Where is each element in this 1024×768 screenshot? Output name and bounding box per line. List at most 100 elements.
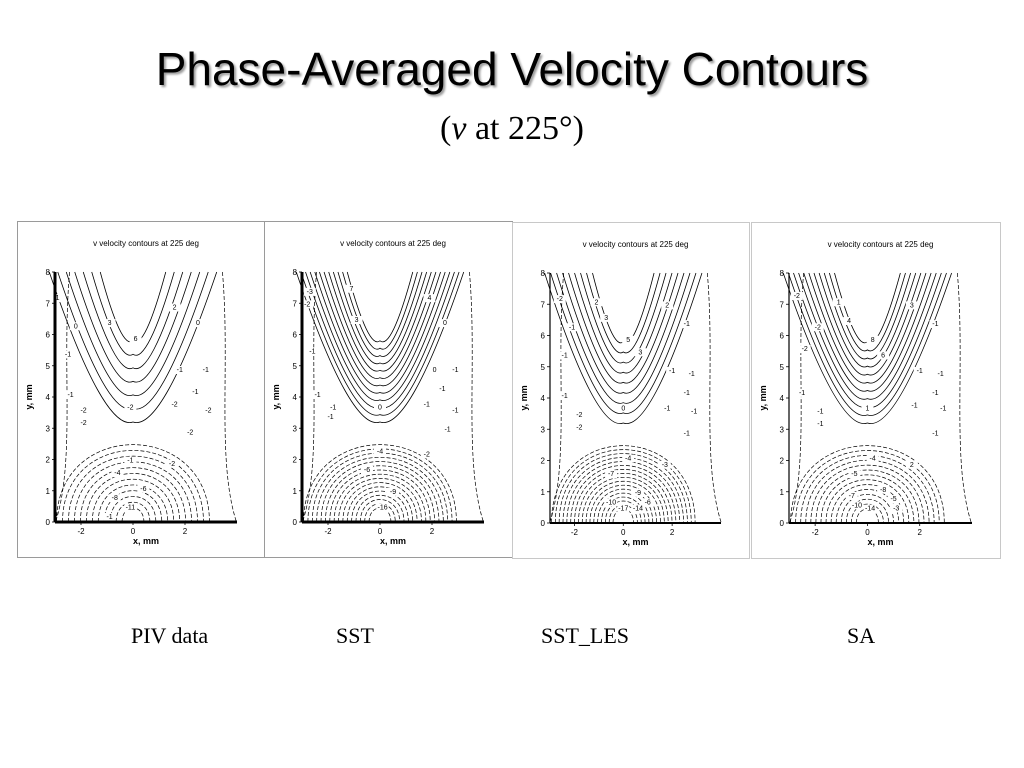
contour-label-bg xyxy=(428,366,441,374)
contour-solid-4 xyxy=(82,271,184,370)
contour-solid-11 xyxy=(346,271,414,343)
contour-label-bg xyxy=(423,294,436,303)
contour-label: -2 xyxy=(80,408,86,415)
slide-title: Phase-Averaged Velocity Contours xyxy=(155,43,869,95)
contour-dashed--11 xyxy=(346,486,414,523)
contour-label: -1 xyxy=(938,371,944,378)
contour-dashed--11 xyxy=(115,501,151,523)
contour-solid-7 xyxy=(328,271,432,372)
contour-label-bg xyxy=(590,298,603,307)
contour-labels: -3 -2 7 3 4 0 -1 -1 -1 -1 0 -1 -1 -1 -1 -1 -2 0 -4 -6 -9 -16 xyxy=(301,284,462,512)
contour-label: 3 xyxy=(638,349,642,356)
contour-label: 4 xyxy=(427,295,431,302)
contour-label: -4 xyxy=(870,456,876,463)
contour-dashed--12 xyxy=(845,499,889,524)
contour-solid-2 xyxy=(556,272,691,404)
contour-label: -1 xyxy=(817,409,823,416)
contour-label: -2 xyxy=(171,401,177,408)
contour-label-bg xyxy=(798,345,811,354)
contour-label: 5 xyxy=(626,337,630,344)
contour-solid-3 xyxy=(798,272,937,400)
contour-label-bg xyxy=(937,404,950,413)
y-tick-label: 1 xyxy=(541,488,546,497)
contour-label: -1 xyxy=(940,406,946,413)
contour-dashed--14 xyxy=(601,496,646,524)
y-tick-label: 0 xyxy=(541,519,546,528)
contour-label: -2 xyxy=(576,412,582,419)
contour-label-bg xyxy=(905,301,918,310)
y-axis-label: y, mm xyxy=(271,384,281,409)
contour-label: -2 xyxy=(187,430,193,437)
x-axis-label: x, mm xyxy=(380,536,406,546)
contour-label-bg xyxy=(51,294,64,303)
contour-label: -2 xyxy=(424,451,430,458)
contour-label-bg xyxy=(124,456,137,465)
y-tick-label: 7 xyxy=(780,300,785,309)
contour-lines xyxy=(782,272,972,524)
contour-label-bg xyxy=(913,367,926,375)
y-tick-label: 3 xyxy=(46,424,51,433)
contour-label-bg xyxy=(173,366,186,374)
contour-label-bg xyxy=(790,292,803,300)
x-axis-label: x, mm xyxy=(867,537,893,547)
contour-label-bg xyxy=(877,485,890,494)
contour-dashed--8 xyxy=(578,473,669,524)
contour-label: -10 xyxy=(852,502,862,509)
y-tick-label: 2 xyxy=(780,457,785,466)
contour-label-bg xyxy=(129,334,142,343)
y-tick-label: 5 xyxy=(46,362,51,371)
x-tick-label: -2 xyxy=(324,527,332,536)
contour-label: -6 xyxy=(645,499,651,506)
contour-solid-8 xyxy=(592,272,655,344)
x-tick-label: 0 xyxy=(621,528,626,537)
contour-label: -1 xyxy=(452,408,458,415)
contour-label-bg xyxy=(301,300,314,309)
contour-label-bg xyxy=(77,419,90,428)
contour-label-bg xyxy=(680,388,693,397)
x-tick-label: 2 xyxy=(917,528,922,537)
contour-label: -1 xyxy=(562,393,568,400)
contour-label-bg xyxy=(661,301,674,310)
contour-label-bg xyxy=(189,387,202,396)
contour-dashed-side xyxy=(957,272,972,524)
contour-dashed--8 xyxy=(825,479,910,524)
contour-label: 0 xyxy=(196,320,200,327)
x-axis-label: x, mm xyxy=(133,536,159,546)
contour-label-bg xyxy=(622,335,635,344)
x-tick-label: -2 xyxy=(812,528,820,537)
chart-title: v velocity contours at 225 deg xyxy=(828,240,934,249)
contour-label-bg xyxy=(439,319,451,328)
x-tick-label: -2 xyxy=(77,527,85,536)
contour-label-bg xyxy=(934,370,947,379)
y-axis-label: y, mm xyxy=(758,385,768,410)
contour-dashed--3 xyxy=(311,452,449,523)
contour-label-bg xyxy=(64,391,77,399)
contour-solid-6 xyxy=(580,272,667,364)
contour-label-bg xyxy=(103,319,116,328)
contour-label-bg xyxy=(449,406,462,415)
contour-label: -1 xyxy=(314,392,320,399)
contour-label-bg xyxy=(436,384,449,393)
contour-label: -2 xyxy=(802,346,808,353)
contour-label-bg xyxy=(685,370,698,379)
contour-label: 4 xyxy=(847,318,851,325)
contour-solid-2 xyxy=(305,271,455,409)
contour-solid-1 xyxy=(300,271,460,416)
contour-dashed--7 xyxy=(91,478,175,523)
contour-solid-6 xyxy=(813,272,922,376)
contour-dashed--2 xyxy=(62,450,204,523)
contour-label: -1 xyxy=(569,324,575,331)
contour-label: -1 xyxy=(424,401,430,408)
contour-label-bg xyxy=(168,400,181,409)
contour-dashed--2 xyxy=(795,450,940,524)
contour-label-bg xyxy=(866,454,879,463)
contour-dashed--7 xyxy=(329,469,431,523)
contour-label: -1 xyxy=(327,414,333,421)
x-tick-label: 2 xyxy=(430,527,435,536)
contour-label-bg xyxy=(832,298,845,307)
contour-dashed-side xyxy=(789,272,804,524)
contour-label-bg xyxy=(202,406,215,415)
contour-dashed--9 xyxy=(103,490,163,523)
contour-label-bg xyxy=(605,498,618,507)
